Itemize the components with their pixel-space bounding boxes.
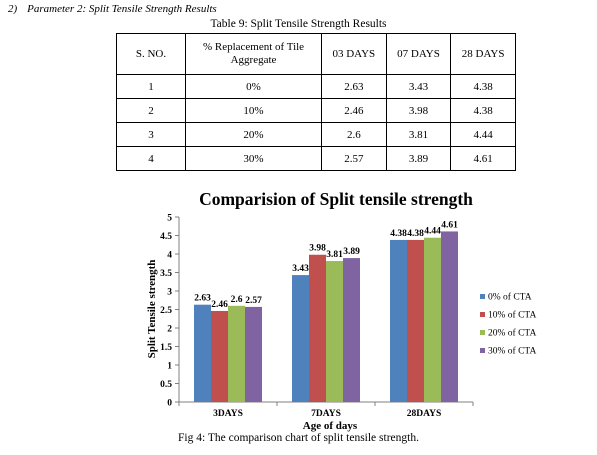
- data-label: 4.61: [441, 220, 458, 230]
- table-cell: 4.44: [450, 122, 516, 147]
- y-tick-label: 2: [167, 325, 172, 335]
- bar: [424, 237, 441, 402]
- data-label: 3.98: [309, 244, 326, 254]
- bar: [326, 261, 343, 402]
- bar: [390, 239, 407, 402]
- table-cell: 4.61: [450, 146, 516, 171]
- y-tick-label: 0.5: [160, 380, 172, 390]
- y-tick-label: 3.5: [160, 269, 172, 279]
- table-cell: 4: [116, 146, 186, 171]
- table-cell: 2.46: [321, 98, 387, 123]
- section-title: Parameter 2: Split Tensile Strength Resu…: [27, 3, 217, 15]
- y-tick-label: 4.5: [160, 232, 172, 242]
- y-axis-label: Split Tensile strength: [146, 260, 158, 359]
- legend-label: 30% of CTA: [488, 346, 536, 357]
- bar: [343, 258, 360, 402]
- bar: [194, 304, 211, 402]
- table-cell: 3.98: [385, 98, 452, 123]
- table-cell: 4.38: [450, 74, 516, 99]
- table-cell: 10%: [185, 98, 322, 123]
- table-caption: Table 9: Split Tensile Strength Results: [210, 18, 387, 30]
- table-cell: 3.43: [385, 74, 452, 99]
- section-heading: 2) Parameter 2: Split Tensile Strength Re…: [8, 3, 217, 15]
- chart-title: Comparision of Split tensile strength: [199, 189, 473, 209]
- legend-label: 10% of CTA: [488, 310, 536, 321]
- table-row: 3 20% 2.6 3.81 4.44: [116, 122, 516, 147]
- table-cell: 30%: [185, 146, 322, 171]
- data-label: 3.81: [326, 250, 343, 260]
- bar: [245, 306, 262, 402]
- table-cell: 3.81: [385, 122, 452, 147]
- table-cell: 1: [116, 74, 186, 99]
- y-tick-label: 1: [167, 362, 172, 372]
- legend-swatch: [480, 312, 485, 317]
- table-row: 4 30% 2.57 3.89 4.61: [116, 146, 516, 171]
- x-axis-label: Age of days: [303, 420, 358, 432]
- column-header-07-days: 07 DAYS: [385, 33, 452, 75]
- data-label: 4.38: [407, 229, 424, 239]
- section-number: 2): [8, 3, 18, 15]
- bar: [292, 275, 309, 402]
- column-header-replacement: % Replacement of Tile Aggregate: [185, 33, 322, 75]
- legend-label: 20% of CTA: [488, 328, 536, 339]
- bar: [228, 305, 245, 402]
- legend-swatch: [480, 348, 485, 353]
- table-row: 2 10% 2.46 3.98 4.38: [116, 98, 516, 123]
- bar: [441, 231, 458, 402]
- data-label: 4.44: [424, 227, 441, 237]
- legend-swatch: [480, 294, 485, 299]
- x-tick-label: 3DAYS: [213, 409, 243, 419]
- y-tick-label: 5: [167, 214, 172, 224]
- data-label: 3.43: [292, 264, 309, 274]
- data-label: 2.46: [211, 300, 228, 310]
- x-tick-label: 7DAYS: [311, 409, 341, 419]
- data-label: 3.89: [343, 247, 360, 257]
- y-tick-label: 4: [167, 251, 172, 261]
- y-tick-label: 1.5: [160, 343, 172, 353]
- table-header-row: S. NO. % Replacement of Tile Aggregate 0…: [116, 33, 516, 75]
- data-label: 2.57: [245, 296, 262, 306]
- bar: [309, 254, 326, 402]
- x-tick-label: 28DAYS: [407, 409, 442, 419]
- y-tick-label: 3: [167, 288, 172, 298]
- data-label: 4.38: [390, 229, 407, 239]
- data-label: 2.63: [194, 294, 211, 304]
- bar: [407, 239, 424, 402]
- legend-swatch: [480, 330, 485, 335]
- table-cell: 2.57: [321, 146, 387, 171]
- legend-label: 0% of CTA: [488, 292, 532, 303]
- y-tick-label: 0: [167, 399, 172, 409]
- results-table: S. NO. % Replacement of Tile Aggregate 0…: [116, 33, 516, 171]
- bar: [211, 310, 228, 402]
- figure-caption: Fig 4: The comparison chart of split ten…: [178, 432, 419, 444]
- data-label: 2.6: [231, 295, 243, 305]
- y-tick-label: 2.5: [160, 306, 172, 316]
